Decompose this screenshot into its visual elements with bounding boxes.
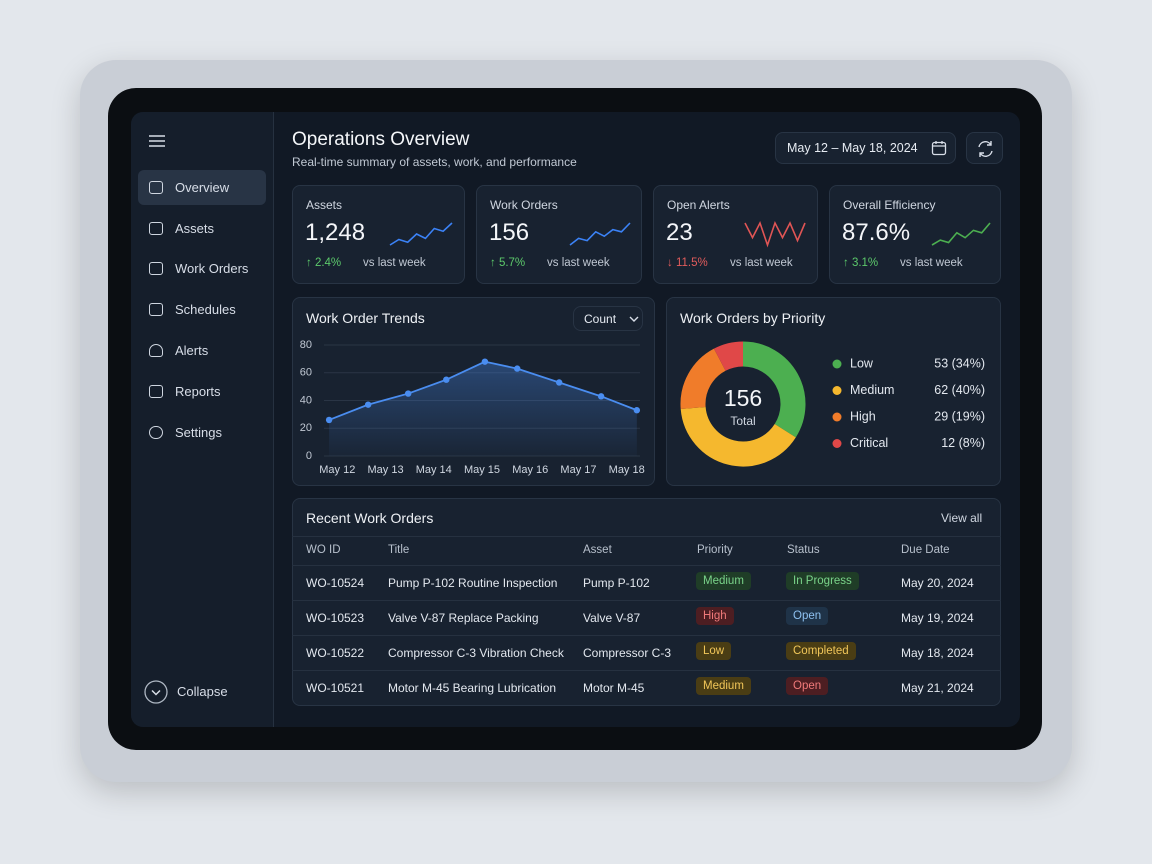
- collapse-icon: [144, 679, 168, 704]
- calendar-icon: [931, 141, 946, 156]
- nav-label: Overview: [175, 180, 230, 195]
- table-title: Recent Work Orders: [306, 510, 434, 526]
- priority-badge: High: [696, 607, 734, 625]
- nav-item[interactable]: Alerts: [138, 333, 266, 368]
- cell: Motor M-45 Bearing Lubrication: [388, 681, 557, 695]
- nav-label: Schedules: [175, 302, 236, 317]
- cell: WO-10523: [306, 611, 365, 625]
- divider: [292, 635, 1001, 636]
- kpi-label: Assets: [306, 198, 343, 212]
- kpi-change: ↑ 3.1%: [843, 257, 879, 269]
- collapse-button[interactable]: Collapse: [138, 674, 266, 709]
- dropdown-label: Count: [584, 311, 617, 326]
- kpi-card: [829, 185, 1001, 284]
- cell: Compressor C-3 Vibration Check: [388, 646, 564, 660]
- collapse-label: Collapse: [177, 684, 228, 699]
- column-header: Title: [388, 544, 410, 556]
- nav-item[interactable]: Work Orders: [138, 251, 266, 286]
- kpi-value: 87.6%: [842, 219, 911, 246]
- nav-label: Work Orders: [175, 261, 249, 276]
- nav-item[interactable]: Settings: [138, 415, 266, 450]
- column-header: Priority: [697, 544, 733, 556]
- cell: May 21, 2024: [901, 681, 974, 695]
- cell: WO-10524: [306, 576, 365, 590]
- priority-badge: Medium: [696, 677, 751, 695]
- kpi-label: Open Alerts: [667, 198, 730, 212]
- status-badge: Completed: [786, 642, 856, 660]
- table-card: [292, 498, 1001, 706]
- cell: May 19, 2024: [901, 611, 974, 625]
- kpi-note: vs last week: [900, 257, 963, 269]
- page-subtitle: Real-time summary of assets, work, and p…: [292, 155, 577, 169]
- kpi-value: 1,248: [305, 219, 366, 246]
- nav-item[interactable]: Overview: [138, 170, 266, 205]
- column-header: Due Date: [901, 544, 950, 556]
- refresh-icon: [978, 141, 993, 157]
- status-badge: In Progress: [786, 572, 859, 590]
- kpi-note: vs last week: [363, 257, 426, 269]
- cell: May 20, 2024: [901, 576, 974, 590]
- nav-label: Alerts: [175, 343, 209, 358]
- status-badge: Open: [786, 607, 829, 625]
- divider: [292, 600, 1001, 601]
- divider: [292, 565, 1001, 566]
- cell: Valve V-87 Replace Packing: [388, 611, 539, 625]
- column-header: Asset: [583, 544, 612, 556]
- divider: [292, 536, 1001, 537]
- kpi-note: vs last week: [547, 257, 610, 269]
- cell: WO-10521: [306, 681, 365, 695]
- page-title: Operations Overview: [292, 129, 470, 150]
- column-header: WO ID: [306, 544, 341, 556]
- kpi-label: Overall Efficiency: [843, 198, 936, 212]
- cell: Motor M-45: [583, 681, 645, 695]
- cell: Pump P-102: [583, 576, 650, 590]
- nav-item[interactable]: Assets: [138, 211, 266, 246]
- date-picker[interactable]: May 12 – May 18, 2024: [775, 132, 956, 164]
- chevron: [629, 316, 639, 322]
- nav-label: Assets: [175, 221, 215, 236]
- nav-item[interactable]: Reports: [138, 374, 266, 409]
- date-range: May 12 – May 18, 2024: [787, 141, 918, 155]
- nav-item[interactable]: Schedules: [138, 292, 266, 327]
- kpi-label: Work Orders: [490, 198, 558, 212]
- kpi-change: ↑ 5.7%: [490, 257, 526, 269]
- kpi-note: vs last week: [730, 257, 793, 269]
- metric-dropdown[interactable]: Count: [573, 306, 643, 331]
- kpi-change: ↓ 11.5%: [667, 257, 708, 269]
- cell: May 18, 2024: [901, 646, 974, 660]
- divider: [292, 670, 1001, 671]
- cell: WO-10522: [306, 646, 365, 660]
- cell: Pump P-102 Routine Inspection: [388, 576, 558, 590]
- nav-label: Reports: [175, 384, 221, 399]
- nav-label: Settings: [175, 425, 222, 440]
- cell: Compressor C-3: [583, 646, 672, 660]
- refresh-button[interactable]: [966, 132, 1003, 164]
- chart-title: Work Orders by Priority: [680, 310, 826, 326]
- kpi-value: 23: [666, 219, 693, 246]
- view-all-link[interactable]: View all: [941, 511, 983, 525]
- priority-badge: Medium: [696, 572, 751, 590]
- menu-icon[interactable]: [148, 134, 166, 148]
- column-header: Status: [787, 544, 820, 556]
- kpi-change: ↑ 2.4%: [306, 257, 342, 269]
- sidebar: [131, 112, 274, 727]
- kpi-value: 156: [489, 219, 530, 246]
- cell: Valve V-87: [583, 611, 641, 625]
- priority-badge: Low: [696, 642, 732, 660]
- status-badge: Open: [786, 677, 829, 695]
- chart-title: Work Order Trends: [306, 310, 425, 326]
